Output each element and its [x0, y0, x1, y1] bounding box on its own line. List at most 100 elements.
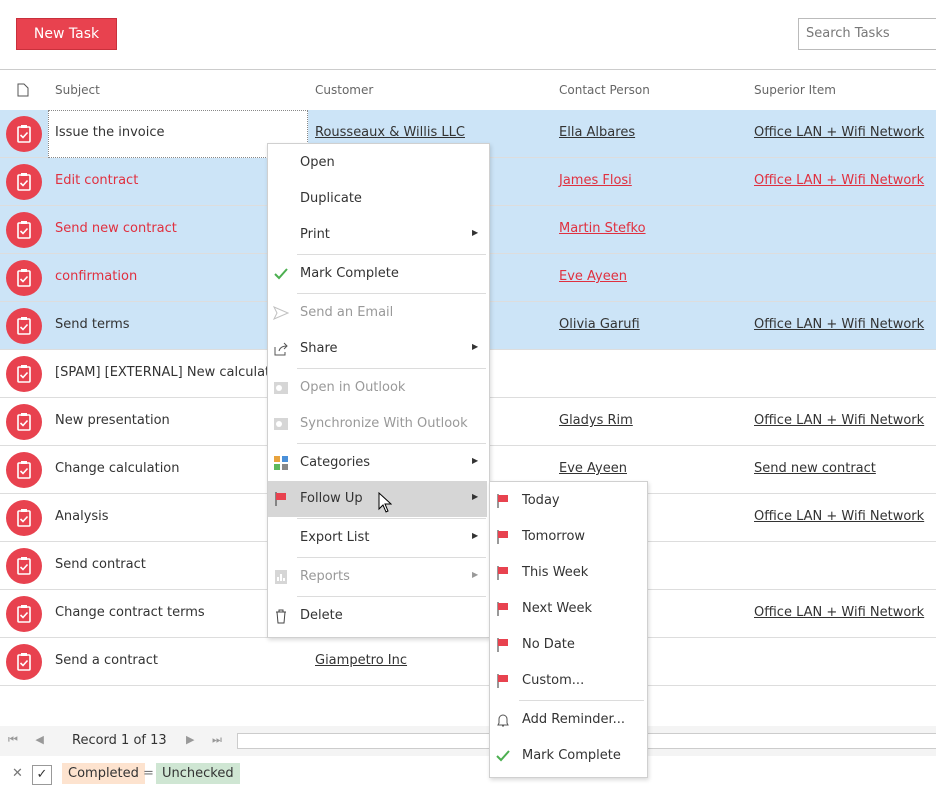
- submenu-arrow: ▶: [472, 342, 479, 351]
- menu-icon: [273, 380, 289, 400]
- menu-icon: [495, 673, 511, 693]
- column-header: Subject: [55, 83, 100, 97]
- cell-subject: Send contract: [55, 557, 146, 572]
- menu-label: Duplicate: [300, 191, 362, 206]
- task-icon: [6, 500, 42, 540]
- task-icon: [6, 452, 42, 492]
- cell-superior[interactable]: Office LAN + Wifi Network: [754, 509, 925, 524]
- menu-label: Add Reminder...: [522, 712, 626, 727]
- menu-label: Reports: [300, 569, 350, 584]
- task-icon: [6, 404, 42, 444]
- menu-icon: [495, 748, 511, 768]
- menu-label: Export List: [300, 530, 370, 545]
- cell-subject: Send new contract: [55, 221, 177, 236]
- cell-superior[interactable]: Send new contract: [754, 461, 876, 476]
- filter-value[interactable]: Unchecked: [156, 763, 240, 784]
- cell-customer[interactable]: Rousseaux & Willis LLC: [315, 125, 465, 140]
- cell-subject: Send terms: [55, 317, 130, 332]
- filter-close[interactable]: ✕: [12, 766, 23, 781]
- cell-subject: confirmation: [55, 269, 138, 284]
- submenu-arrow: ▶: [472, 531, 479, 540]
- task-icon: [6, 548, 42, 588]
- column-header: Superior Item: [754, 83, 836, 97]
- menu-item[interactable]: [490, 483, 645, 519]
- cell-subject: Send a contract: [55, 653, 158, 668]
- new-task-button[interactable]: New Task: [16, 18, 117, 50]
- cell-contact[interactable]: Olivia Garufi: [559, 317, 640, 332]
- cell-superior[interactable]: Office LAN + Wifi Network: [754, 605, 925, 620]
- menu-label: Today: [522, 493, 560, 508]
- menu-item[interactable]: [268, 481, 487, 517]
- cell-customer[interactable]: Giampetro Inc: [315, 653, 408, 668]
- menu-separator: [297, 557, 486, 558]
- cell-superior[interactable]: Office LAN + Wifi Network: [754, 125, 925, 140]
- cell-contact[interactable]: Eve Ayeen: [559, 269, 627, 284]
- cell-subject: Change contract terms: [55, 605, 205, 620]
- menu-icon: [273, 341, 289, 361]
- menu-icon: [495, 529, 511, 549]
- doc-icon: [17, 83, 29, 97]
- menu-separator: [519, 700, 644, 701]
- cell-contact[interactable]: James Flosi: [559, 173, 632, 188]
- menu-label: No Date: [522, 637, 575, 652]
- menu-icon: [495, 493, 511, 513]
- filter-field[interactable]: Completed: [62, 763, 145, 784]
- task-icon: [6, 116, 42, 156]
- focused-cell: [48, 110, 308, 158]
- menu-icon: [273, 266, 289, 286]
- menu-separator: [297, 293, 486, 294]
- cell-superior[interactable]: Office LAN + Wifi Network: [754, 173, 925, 188]
- cell-superior[interactable]: Office LAN + Wifi Network: [754, 413, 925, 428]
- pager-record: Record 1 of 13: [72, 733, 167, 748]
- cell-contact[interactable]: Ella Albares: [559, 125, 636, 140]
- menu-label: Next Week: [522, 601, 593, 616]
- task-icon: [6, 164, 42, 204]
- filter-check[interactable]: ✓: [32, 765, 52, 785]
- menu-separator: [297, 254, 486, 255]
- column-header: Contact Person: [559, 83, 650, 97]
- submenu-arrow: ▶: [472, 492, 479, 501]
- cell-subject: Edit contract: [55, 173, 139, 188]
- search-box[interactable]: Search Tasks: [798, 18, 936, 50]
- cell-subject: Issue the invoice: [55, 125, 165, 140]
- cell-subject: Change calculation: [55, 461, 180, 476]
- pager-nav[interactable]: ▶ ⏭: [186, 733, 222, 746]
- cell-subject: [SPAM] [EXTERNAL] New calculatio: [55, 365, 282, 380]
- cell-contact[interactable]: Eve Ayeen: [559, 461, 627, 476]
- task-icon: [6, 260, 42, 300]
- cell-subject: New presentation: [55, 413, 170, 428]
- menu-label: Custom...: [522, 673, 585, 688]
- menu-label: Synchronize With Outlook: [300, 416, 468, 431]
- menu-separator: [297, 518, 486, 519]
- menu-label: This Week: [522, 565, 589, 580]
- task-icon: [6, 644, 42, 684]
- menu-icon: [272, 305, 290, 325]
- menu-label: Tomorrow: [522, 529, 586, 544]
- menu-separator: [297, 443, 486, 444]
- menu-icon: [273, 455, 289, 475]
- menu-label: Follow Up: [300, 491, 363, 506]
- context-menu: [267, 143, 490, 638]
- cell-contact[interactable]: Gladys Rim: [559, 413, 633, 428]
- menu-label: Delete: [300, 608, 343, 623]
- filter-operator: =: [143, 766, 154, 781]
- menu-icon: [495, 637, 511, 657]
- menu-label: Mark Complete: [522, 748, 621, 763]
- task-icon: [6, 308, 42, 348]
- task-icon: [6, 596, 42, 636]
- menu-label: Share: [300, 341, 338, 356]
- cell-superior[interactable]: Office LAN + Wifi Network: [754, 317, 925, 332]
- menu-icon: [273, 569, 289, 589]
- cell-contact[interactable]: Martin Stefko: [559, 221, 646, 236]
- column-header: Customer: [315, 83, 374, 97]
- menu-label: Print: [300, 227, 330, 242]
- task-row[interactable]: [0, 638, 936, 686]
- pager-nav[interactable]: ⏮ ◀: [8, 733, 44, 746]
- menu-label: Mark Complete: [300, 266, 399, 281]
- menu-icon: [495, 712, 511, 732]
- submenu-arrow: ▶: [472, 456, 479, 465]
- menu-label: Categories: [300, 455, 371, 470]
- menu-label: Send an Email: [300, 305, 394, 320]
- task-icon: [6, 356, 42, 396]
